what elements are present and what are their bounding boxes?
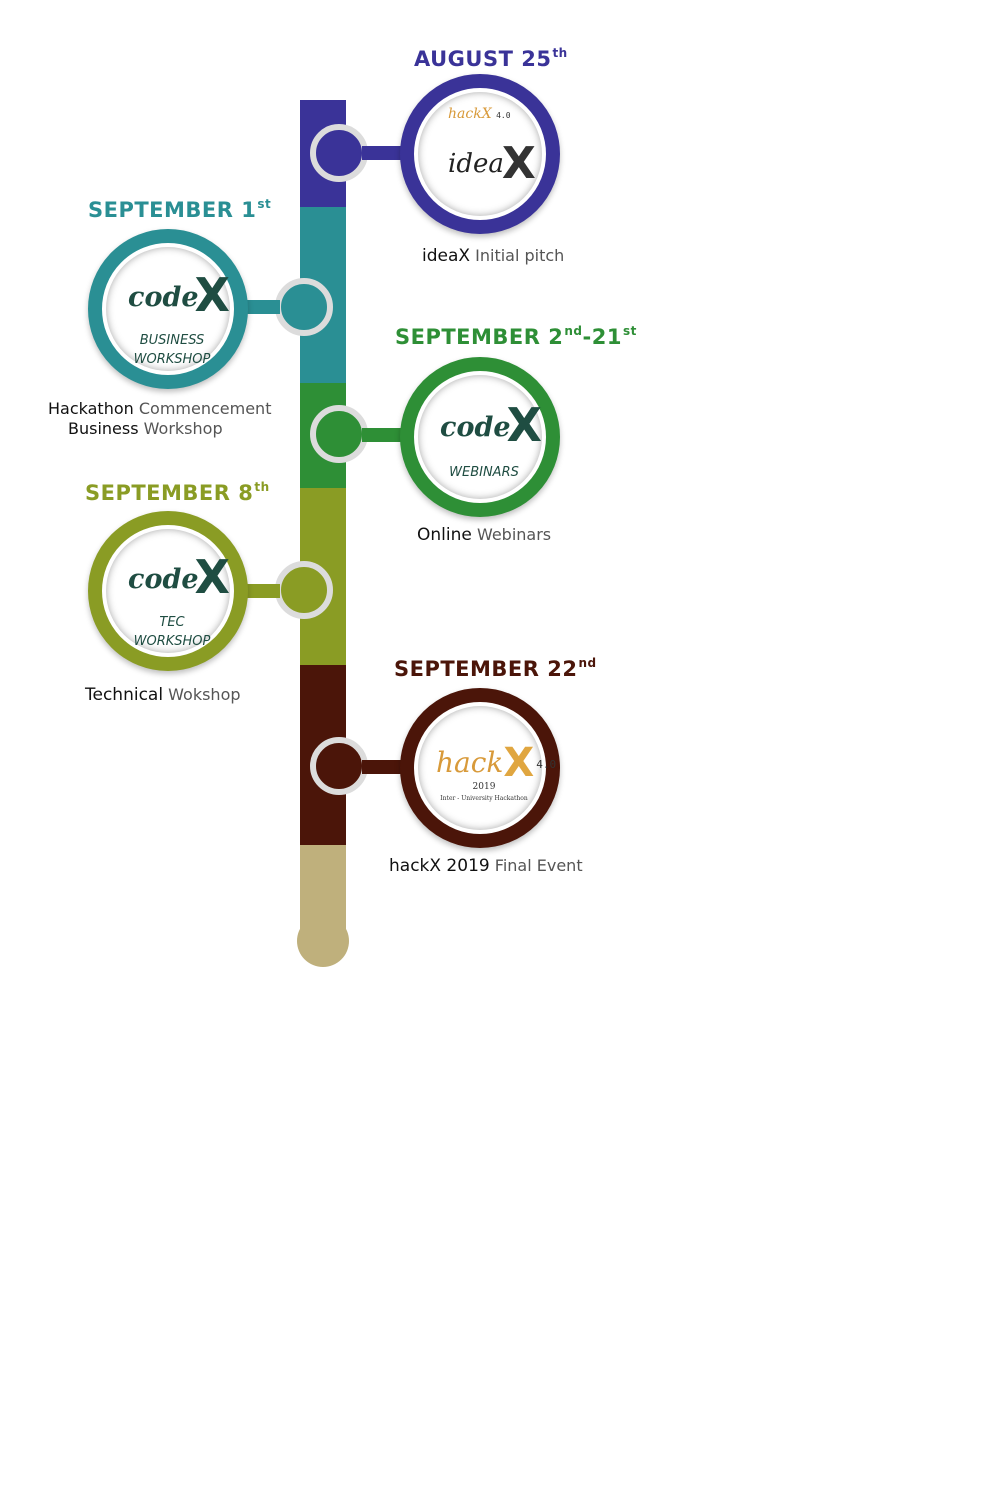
connector-sep22 — [362, 760, 406, 774]
badge-face: codeX BUSINESS WORKSHOP — [106, 247, 230, 371]
event-caption-webinars: Online Webinars — [417, 525, 552, 545]
ideax-logo: ideaX — [448, 138, 536, 189]
event-badge-webinars: codeX WEBINARS — [400, 357, 560, 517]
badge-face: codeX WEBINARS — [418, 375, 542, 499]
event-date-sep2-21: SEPTEMBER 2nd-21st — [395, 324, 637, 349]
timeline-node-august — [310, 124, 368, 182]
badge-face: hackX 4.0 2019 Inter - University Hackath… — [418, 706, 556, 830]
event-date-sep1: SEPTEMBER 1st — [88, 197, 272, 222]
event-badge-ideax: hackX 4.0 ideaX — [400, 74, 560, 234]
event-caption-hackx-final: hackX 2019 Final Event — [389, 856, 583, 876]
event-caption-business-workshop: Hackathon Commencement Business Workshop — [48, 399, 272, 438]
hackx-logo-tagline: Inter - University Hackathon — [440, 795, 528, 802]
event-date-sep22: SEPTEMBER 22nd — [394, 656, 597, 681]
codex-logo: codeX — [440, 398, 542, 452]
badge-face: hackX 4.0 ideaX — [418, 92, 542, 216]
event-badge-tec-workshop: codeX TEC WORKSHOP — [88, 511, 248, 671]
badge-face: codeX TEC WORKSHOP — [106, 529, 230, 653]
event-badge-hackx-final: hackX 4.0 2019 Inter - University Hackath… — [400, 688, 560, 848]
event-caption-ideax: ideaX Initial pitch — [422, 246, 565, 266]
connector-august — [362, 146, 406, 160]
event-date-august: AUGUST 25th — [414, 46, 568, 71]
timeline-node-sep2 — [310, 405, 368, 463]
badge-subtitle: WEBINARS — [449, 465, 519, 480]
codex-logo: codeX — [128, 550, 230, 604]
badge-subtitle: BUSINESS WORKSHOP — [133, 333, 211, 367]
event-date-sep8: SEPTEMBER 8th — [85, 480, 270, 505]
timeline-node-sep22 — [310, 737, 368, 795]
hackx-logo-year: 2019 — [472, 782, 496, 792]
connector-sep2 — [362, 428, 406, 442]
hackx-logo: hackX 4.0 — [436, 740, 557, 786]
hackx-small-logo: hackX 4.0 — [448, 106, 511, 122]
timeline-end-cap — [297, 915, 349, 967]
codex-logo: codeX — [128, 268, 230, 322]
timeline-node-sep1 — [275, 278, 333, 336]
event-badge-business-workshop: codeX BUSINESS WORKSHOP — [88, 229, 248, 389]
badge-subtitle: TEC WORKSHOP — [133, 615, 211, 649]
event-caption-tec-workshop: Technical Wokshop — [85, 685, 241, 705]
timeline-node-sep8 — [275, 561, 333, 619]
